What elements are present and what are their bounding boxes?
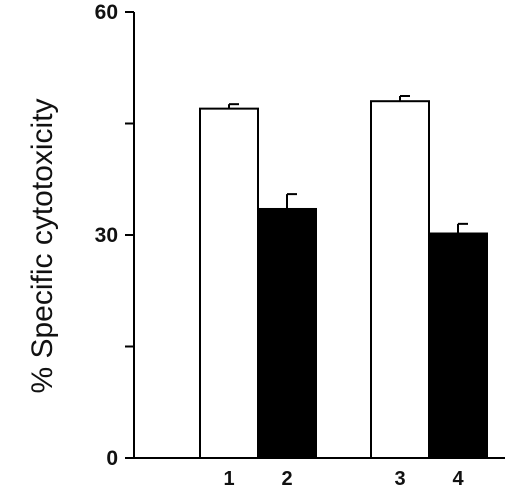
bars: [199, 100, 488, 459]
bar-3: [370, 100, 430, 459]
x-tick-label-4: 4: [452, 468, 464, 490]
y-tick-label: 60: [95, 1, 118, 24]
x-tick-label-2: 2: [281, 468, 292, 490]
y-tick-label: 30: [95, 224, 118, 247]
error-bars: [228, 94, 468, 234]
x-tick-label-1: 1: [223, 468, 234, 490]
y-tick-label: 0: [106, 447, 118, 470]
bar-4: [428, 232, 488, 459]
bar-2: [257, 207, 317, 459]
y-tick-labels: 0 30 60: [95, 1, 118, 470]
y-axis-label: % Specific cytotoxicity: [26, 98, 59, 393]
x-tick-labels: 1 2 3 4: [223, 468, 464, 490]
bar-1: [199, 107, 259, 459]
x-tick-label-3: 3: [394, 468, 405, 490]
